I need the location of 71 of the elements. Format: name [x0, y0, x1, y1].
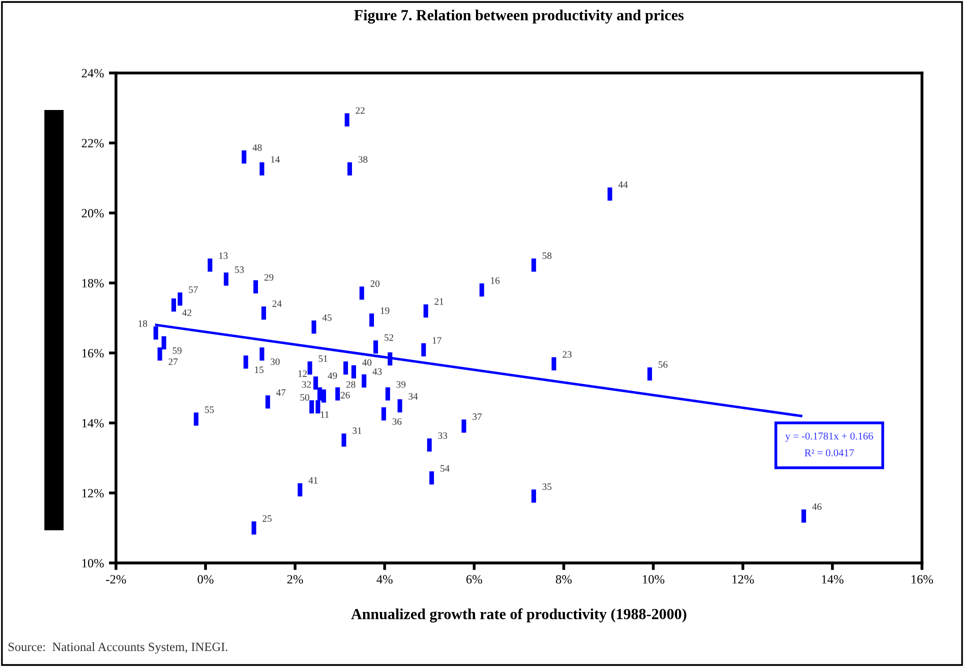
- annotation: 16: [490, 277, 500, 284]
- annotation: 35: [542, 483, 552, 490]
- annotation: 42: [182, 309, 192, 316]
- y-tick-label: 22%: [82, 138, 104, 148]
- annotation: 38: [358, 156, 368, 163]
- annotation: 14: [271, 156, 280, 163]
- annotation: 58: [542, 252, 552, 259]
- annotation: 34: [408, 393, 418, 400]
- y-tick-label: 10%: [82, 558, 104, 568]
- x-tick-label: 0%: [198, 575, 214, 584]
- annotation: 23: [562, 351, 572, 358]
- y-tick-label: 12%: [82, 488, 104, 498]
- annotation: 39: [396, 381, 406, 388]
- annotation: 22: [356, 107, 365, 114]
- annotation: 30: [270, 358, 280, 366]
- annotation: 12: [298, 370, 307, 377]
- annotation: 17: [432, 337, 442, 344]
- x-tick-label: 4%: [376, 575, 393, 584]
- annotation: 19: [380, 307, 390, 314]
- annotation: 49: [328, 372, 337, 380]
- annotation: 51: [318, 355, 328, 362]
- source-note: Source: National Accounts System, INEGI.: [8, 642, 228, 654]
- annotation: 27: [168, 358, 178, 365]
- annotation: 32: [302, 381, 311, 388]
- annotation: 48: [252, 144, 262, 151]
- annotation: 55: [205, 406, 214, 413]
- annotation: 28: [346, 381, 356, 388]
- annotation: 53: [235, 266, 244, 273]
- y-tick-label: 24%: [82, 68, 104, 78]
- x-tick-label: 16%: [912, 575, 933, 584]
- annotation: 11: [320, 411, 329, 418]
- x-tick-label: -2%: [106, 575, 126, 584]
- annotation: 54: [440, 465, 450, 472]
- annotation: 24: [272, 300, 282, 307]
- x-tick-label: 10%: [642, 575, 664, 584]
- x-tick-label: 12%: [732, 575, 754, 584]
- x-tick-label: 2%: [287, 575, 303, 584]
- x-tick-label: 6%: [466, 575, 482, 584]
- annotation: 31: [352, 427, 362, 434]
- y-tick-label: 14%: [82, 418, 104, 428]
- annotation: 13: [219, 252, 228, 259]
- annotation: 46: [812, 503, 822, 510]
- annotation: 36: [392, 418, 402, 425]
- x-tick-label: 14%: [822, 575, 844, 584]
- annotation: 57: [188, 286, 198, 293]
- annotation: 21: [434, 298, 444, 305]
- annotation: y = -0.1781x + 0.166 R² = 0.0417: [785, 432, 874, 456]
- annotation: 47: [276, 389, 286, 396]
- annotation: 45: [322, 314, 332, 321]
- annotation: 37: [472, 413, 482, 420]
- y-tick-label: 20%: [82, 208, 104, 218]
- x-axis-title: Annualized growth rate of productivity (1988-2000): [351, 608, 686, 622]
- annotation: 40: [362, 359, 372, 366]
- annotation: 41: [308, 477, 318, 484]
- annotation: 25: [262, 515, 272, 522]
- annotation: 15: [255, 366, 264, 374]
- annotation: 20: [370, 280, 380, 287]
- annotation: 18: [138, 320, 148, 327]
- annotation: 33: [438, 432, 448, 439]
- annotation: 50: [300, 394, 310, 401]
- annotation: 52: [384, 334, 394, 341]
- annotation: 26: [340, 392, 350, 398]
- y-tick-label: 16%: [82, 348, 104, 358]
- annotation: 29: [264, 274, 274, 281]
- annotation: 59: [172, 347, 182, 354]
- annotation: 44: [618, 181, 628, 188]
- y-tick-label: 18%: [82, 278, 104, 288]
- annotation: 43: [372, 368, 382, 375]
- x-tick-label: 8%: [556, 575, 572, 584]
- chart-title: Figure 7. Relation between productivity and prices: [354, 10, 684, 24]
- annotation: 56: [658, 361, 668, 368]
